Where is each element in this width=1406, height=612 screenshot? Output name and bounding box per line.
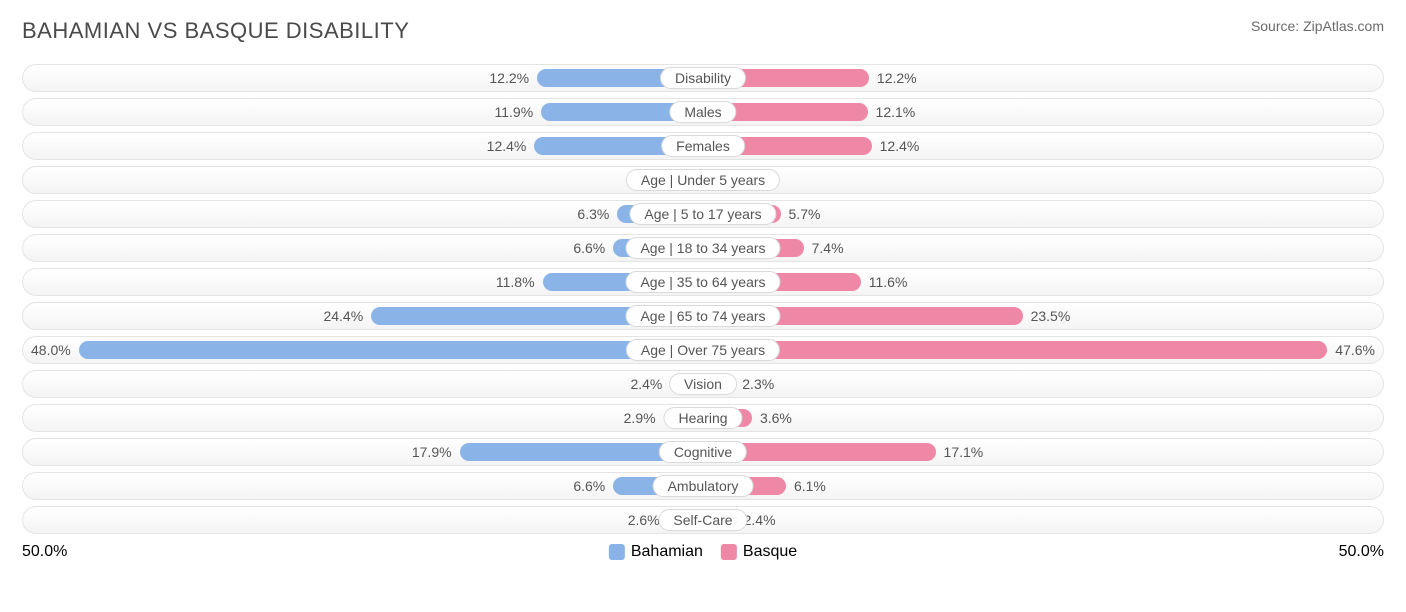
chart-header: BAHAMIAN VS BASQUE DISABILITY Source: Zi… — [22, 18, 1384, 44]
chart-row: 11.8% 11.6% Age | 35 to 64 years — [22, 268, 1384, 296]
legend-swatch-bahamian — [609, 544, 625, 560]
row-right-half: 23.5% — [703, 303, 1383, 329]
legend-item-bahamian: Bahamian — [609, 543, 703, 561]
value-left: 12.2% — [481, 70, 537, 86]
row-left-half: 2.6% — [23, 507, 703, 533]
row-left-half: 11.9% — [23, 99, 703, 125]
value-left: 6.6% — [565, 478, 613, 494]
row-left-half: 6.6% — [23, 473, 703, 499]
value-left: 6.3% — [569, 206, 617, 222]
value-left: 11.8% — [488, 274, 543, 290]
row-right-half: 12.2% — [703, 65, 1383, 91]
chart-row: 2.4% 2.3%Vision — [22, 370, 1384, 398]
row-right-half: 1.3% — [703, 167, 1383, 193]
value-left: 2.9% — [616, 410, 664, 426]
category-label: Females — [661, 135, 745, 157]
row-left-half: 48.0% — [23, 337, 703, 363]
category-label: Age | 18 to 34 years — [625, 237, 780, 259]
chart-row: 2.9% 3.6% Hearing — [22, 404, 1384, 432]
category-label: Age | 35 to 64 years — [625, 271, 780, 293]
chart-row: 24.4% 23.5% Age | 65 to 74 years — [22, 302, 1384, 330]
value-right: 17.1% — [936, 444, 992, 460]
row-right-half: 3.6% — [703, 405, 1383, 431]
value-left: 48.0% — [23, 342, 79, 358]
chart-row: 2.6%2.4%Self-Care — [22, 506, 1384, 534]
chart-title: BAHAMIAN VS BASQUE DISABILITY — [22, 18, 409, 44]
row-right-half: 17.1% — [703, 439, 1383, 465]
bar-left — [79, 341, 703, 359]
legend-label-basque: Basque — [743, 543, 797, 561]
row-left-half: 24.4% — [23, 303, 703, 329]
row-right-half: 12.1% — [703, 99, 1383, 125]
row-right-half: 2.3% — [703, 371, 1383, 397]
chart-row: 48.0% 47.6% Age | Over 75 years — [22, 336, 1384, 364]
row-left-half: 1.3% — [23, 167, 703, 193]
category-label: Males — [669, 101, 736, 123]
value-right: 3.6% — [752, 410, 800, 426]
value-right: 23.5% — [1023, 308, 1079, 324]
value-right: 12.4% — [872, 138, 928, 154]
category-label: Age | 65 to 74 years — [625, 305, 780, 327]
category-label: Cognitive — [659, 441, 747, 463]
row-left-half: 12.4% — [23, 133, 703, 159]
chart-row: 6.3% 5.7% Age | 5 to 17 years — [22, 200, 1384, 228]
value-left: 2.4% — [622, 376, 670, 392]
axis-max-left: 50.0% — [22, 543, 67, 561]
butterfly-chart: 12.2% 12.2% Disability 11.9% 12.1% Males 12.4%… — [22, 64, 1384, 534]
row-right-half: 6.1% — [703, 473, 1383, 499]
row-right-half: 12.4% — [703, 133, 1383, 159]
category-label: Ambulatory — [653, 475, 754, 497]
chart-row: 17.9% 17.1% Cognitive — [22, 438, 1384, 466]
chart-source: Source: ZipAtlas.com — [1251, 18, 1384, 34]
value-left: 11.9% — [487, 104, 542, 120]
row-left-half: 12.2% — [23, 65, 703, 91]
legend-item-basque: Basque — [721, 543, 797, 561]
row-left-half: 17.9% — [23, 439, 703, 465]
row-left-half: 6.3% — [23, 201, 703, 227]
value-right: 6.1% — [786, 478, 834, 494]
chart-row: 6.6% 6.1% Ambulatory — [22, 472, 1384, 500]
value-right: 11.6% — [861, 274, 916, 290]
chart-row: 11.9% 12.1% Males — [22, 98, 1384, 126]
chart-row: 1.3%1.3%Age | Under 5 years — [22, 166, 1384, 194]
row-right-half: 5.7% — [703, 201, 1383, 227]
value-right: 12.1% — [868, 104, 924, 120]
value-left: 6.6% — [565, 240, 613, 256]
value-left: 24.4% — [315, 308, 371, 324]
axis-max-right: 50.0% — [1339, 543, 1384, 561]
row-left-half: 2.4% — [23, 371, 703, 397]
value-left: 12.4% — [479, 138, 535, 154]
chart-row: 12.4% 12.4% Females — [22, 132, 1384, 160]
category-label: Vision — [669, 373, 737, 395]
value-left: 17.9% — [404, 444, 460, 460]
value-right: 47.6% — [1327, 342, 1383, 358]
value-right: 2.3% — [734, 376, 782, 392]
value-right: 5.7% — [781, 206, 829, 222]
row-left-half: 2.9% — [23, 405, 703, 431]
value-right: 12.2% — [869, 70, 925, 86]
legend-swatch-basque — [721, 544, 737, 560]
category-label: Age | 5 to 17 years — [629, 203, 776, 225]
row-left-half: 11.8% — [23, 269, 703, 295]
category-label: Age | Under 5 years — [626, 169, 780, 191]
row-right-half: 47.6% — [703, 337, 1383, 363]
category-label: Disability — [660, 67, 746, 89]
row-right-half: 2.4% — [703, 507, 1383, 533]
chart-row: 12.2% 12.2% Disability — [22, 64, 1384, 92]
chart-footer: 50.0% Bahamian Basque 50.0% — [22, 540, 1384, 564]
row-right-half: 11.6% — [703, 269, 1383, 295]
value-right: 7.4% — [804, 240, 852, 256]
category-label: Hearing — [663, 407, 742, 429]
row-right-half: 7.4% — [703, 235, 1383, 261]
legend: Bahamian Basque — [609, 543, 797, 561]
row-left-half: 6.6% — [23, 235, 703, 261]
chart-row: 6.6% 7.4% Age | 18 to 34 years — [22, 234, 1384, 262]
bar-right — [703, 341, 1327, 359]
legend-label-bahamian: Bahamian — [631, 543, 703, 561]
category-label: Self-Care — [658, 509, 747, 531]
category-label: Age | Over 75 years — [626, 339, 780, 361]
